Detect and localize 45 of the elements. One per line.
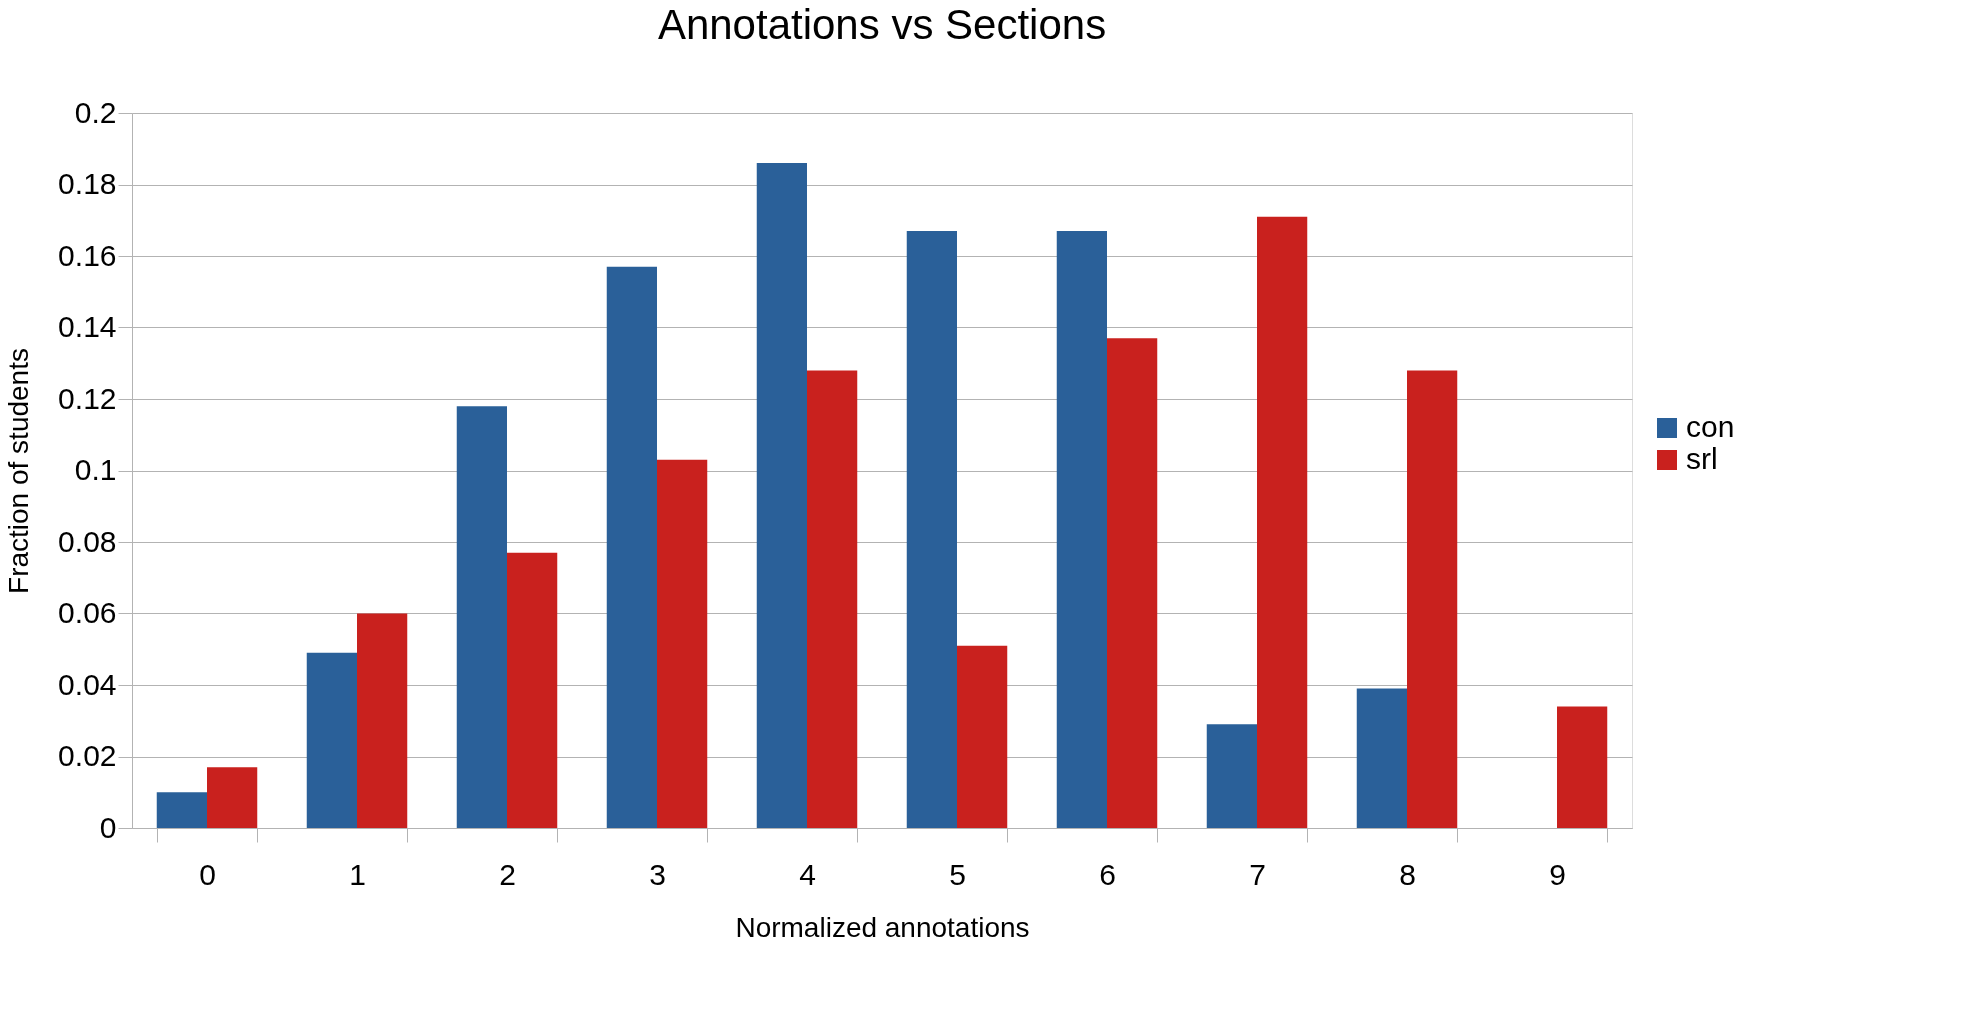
x-tick-label: 4 [799,857,816,891]
y-tick-label: 0.2 [74,95,117,129]
x-tick-label: 7 [1249,857,1266,891]
x-tick-label: 2 [499,857,516,891]
bar [957,645,1008,828]
x-tick-label: 8 [1399,857,1416,891]
legend-label: con [1686,410,1735,443]
chart-title: Annotations vs Sections [657,1,1107,48]
bar [306,652,357,828]
bar [1206,724,1257,828]
y-tick-label: 0.08 [58,524,117,558]
bar [756,163,807,828]
bar [456,406,507,828]
x-tick-label: 3 [649,857,666,891]
y-tick-label: 0.06 [58,596,117,629]
y-tick-label: 0.04 [58,667,117,701]
y-tick-label: 0.1 [74,453,117,486]
bar [657,459,708,828]
y-axis-title: Fraction of students [3,348,35,594]
y-tick-label: 0.18 [58,167,117,200]
bar [1356,688,1407,828]
bar [1557,706,1608,828]
x-tick-label: 1 [349,857,366,891]
bar [1107,338,1158,828]
bar [1257,216,1308,828]
y-tick-label: 0 [99,810,117,844]
legend-label: srl [1686,442,1718,475]
bar [156,792,207,828]
bar [906,230,957,828]
bar [606,266,657,828]
x-axis-title: Normalized annotations [735,911,1030,943]
y-tick-label: 0.12 [58,381,117,415]
bar [357,613,408,828]
x-tick-label: 9 [1549,857,1566,891]
y-tick-label: 0.14 [58,310,117,343]
bar [1407,370,1458,828]
x-tick-label: 6 [1099,857,1116,891]
bar [207,767,258,828]
x-tick-label: 5 [949,857,966,891]
y-tick-label: 0.16 [58,238,117,272]
x-tick-label: 0 [199,857,216,891]
bar [507,552,558,828]
y-tick-label: 0.02 [58,739,117,772]
bar [807,370,858,828]
bar [1056,230,1107,828]
